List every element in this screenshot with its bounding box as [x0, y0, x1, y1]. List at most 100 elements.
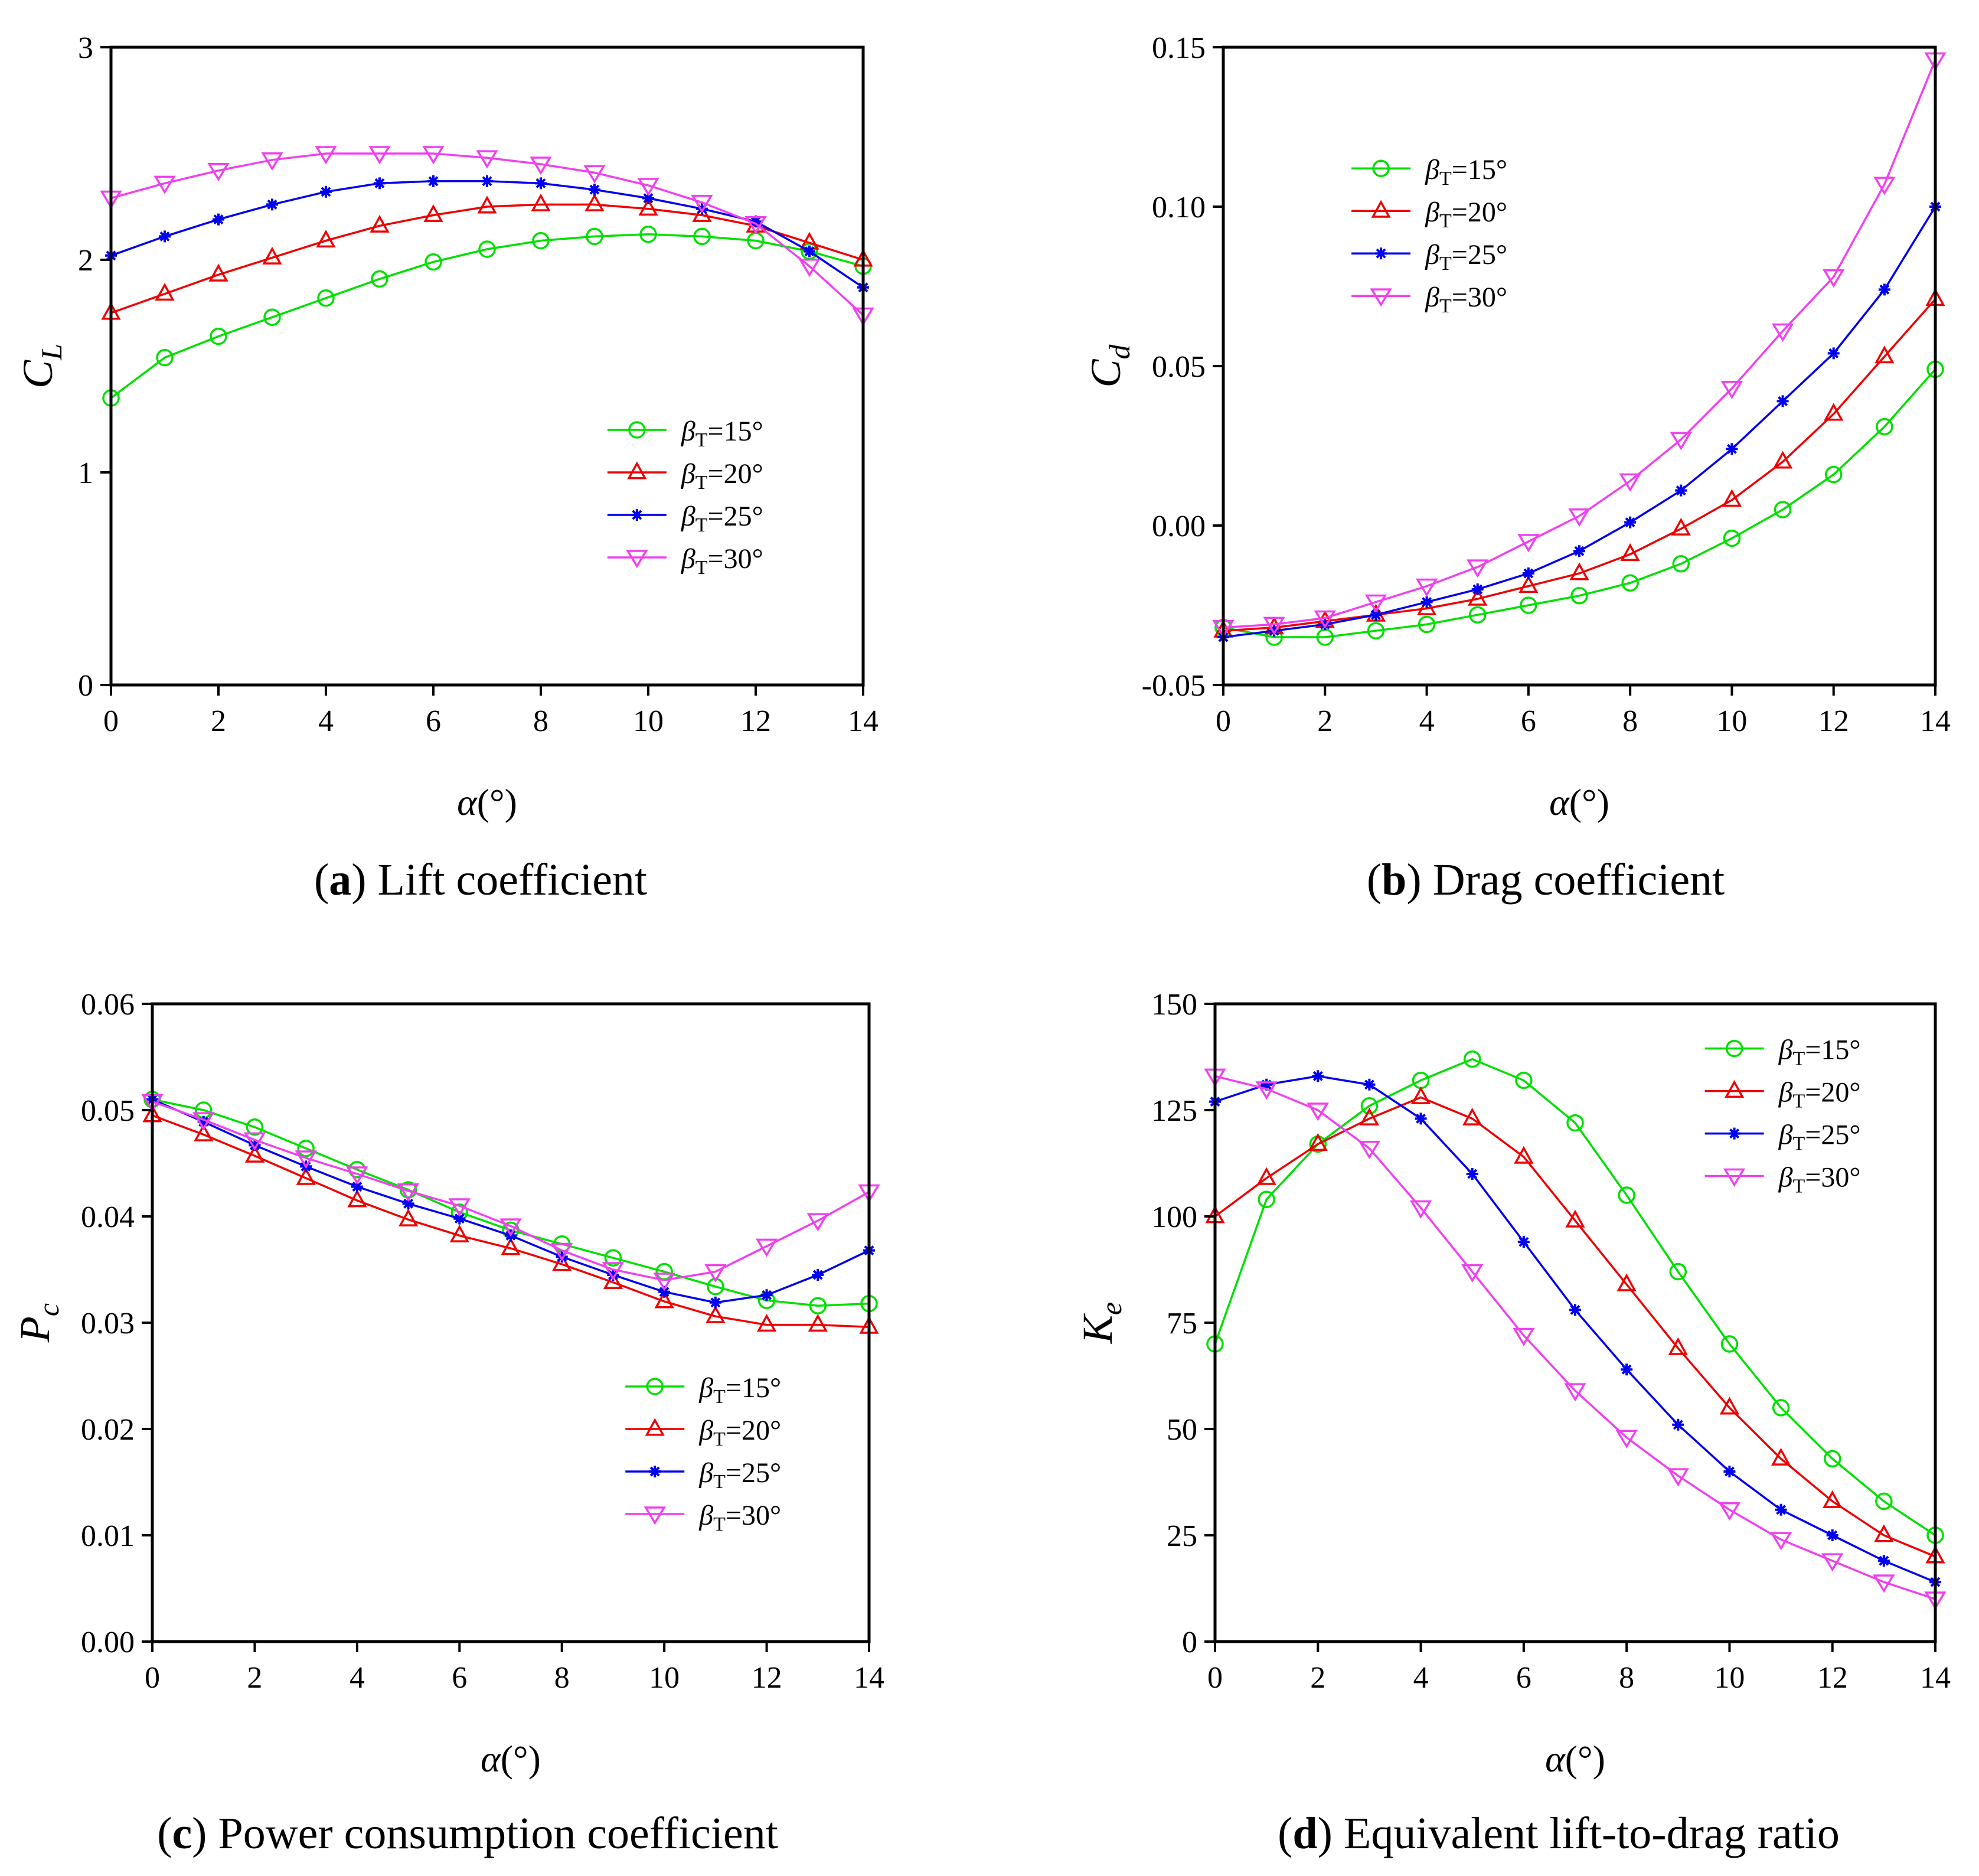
series-b-4	[1212, 52, 1947, 639]
data-point	[812, 1269, 824, 1281]
y-axis-title-part-0: C	[14, 360, 61, 389]
legend-c: βT=15° βT=20° βT=25° βT=30°	[625, 1372, 781, 1535]
series-a-3	[105, 175, 869, 293]
x-axis-title-part-1: (°)	[477, 781, 517, 823]
legend-label: βT=15°	[1778, 1035, 1861, 1070]
legend-label: βT=15°	[698, 1372, 781, 1408]
series-line	[1214, 1058, 1936, 1536]
data-point	[756, 1314, 777, 1332]
x-axis-title: α(°)	[1549, 781, 1609, 823]
data-point	[316, 230, 336, 248]
data-point	[208, 263, 228, 282]
x-tick-label-part-0: 8	[1619, 1661, 1634, 1695]
legend-label: βT=25°	[698, 1457, 781, 1493]
y-axis-title: Ke	[1074, 1302, 1128, 1344]
data-point	[1824, 403, 1844, 421]
x-tick-label: 6	[1521, 704, 1536, 738]
legend-label: βT=20°	[681, 458, 763, 494]
data-point	[263, 308, 281, 326]
data-point	[1420, 596, 1433, 608]
x-tick-label: 2	[247, 1661, 262, 1695]
series-line	[1223, 298, 1936, 632]
data-point	[1668, 1337, 1688, 1355]
data-point	[1367, 622, 1385, 640]
x-tick-label: 8	[1622, 704, 1638, 738]
x-tick-label-part-0: 4	[318, 704, 334, 738]
x-tick-label-part-0: 2	[211, 704, 226, 738]
data-point	[1463, 1050, 1481, 1068]
legend-swatch-marker	[1725, 1039, 1743, 1058]
x-tick-label-part-0: 10	[649, 1661, 680, 1695]
y-tick-label-part-0: 0.04	[81, 1200, 135, 1234]
legend-item: βT=20°	[1351, 197, 1507, 232]
data-point	[1314, 610, 1336, 629]
legend-label-part-1: T	[713, 1513, 726, 1535]
data-point	[246, 1118, 264, 1136]
x-tick-label: 8	[533, 704, 548, 738]
data-point	[1821, 1553, 1844, 1572]
panel-caption-part-1: a	[329, 855, 351, 905]
y-tick-label-part-0: 0.01	[81, 1519, 135, 1553]
series-b-2	[1213, 288, 1945, 638]
legend-label-part-2: =20°	[1805, 1077, 1860, 1108]
y-tick-label: 0.00	[1152, 510, 1206, 543]
data-point	[1565, 1209, 1585, 1228]
x-tick-label-part-0: 14	[1920, 704, 1951, 738]
y-tick-label: 0	[1182, 1626, 1197, 1659]
data-point	[1461, 1264, 1484, 1283]
legend-label-part-0: β	[698, 1500, 713, 1531]
data-point	[1670, 432, 1692, 451]
x-tick-label-part-0: 2	[247, 1661, 262, 1695]
legend-item: βT=15°	[1704, 1035, 1861, 1070]
x-tick-label-part-0: 14	[1920, 1661, 1951, 1695]
data-point	[1669, 1262, 1687, 1281]
data-point	[1619, 473, 1641, 492]
y-axis-title-part-1: L	[35, 344, 68, 361]
panel-caption-part-0: (	[1367, 855, 1382, 905]
data-point	[532, 231, 550, 250]
x-tick-label: 0	[103, 704, 119, 738]
y-tick-label: 0.03	[81, 1307, 135, 1340]
series-c-4	[141, 1094, 880, 1291]
x-tick-label-part-0: 6	[426, 704, 441, 738]
data-point	[1255, 1081, 1278, 1100]
data-point	[368, 146, 391, 165]
legend-item: βT=15°	[607, 416, 763, 451]
series-b-1	[1214, 360, 1944, 646]
y-axis-title-part-1: e	[1095, 1302, 1128, 1315]
data-point	[1772, 1399, 1790, 1417]
data-point	[424, 253, 442, 271]
data-point	[1517, 1236, 1530, 1248]
x-tick-label: 10	[1714, 1661, 1745, 1695]
data-point	[692, 204, 712, 222]
x-tick-label-part-0: 0	[1207, 1661, 1223, 1695]
data-point	[1621, 574, 1639, 592]
y-tick-label-part-0: 75	[1167, 1307, 1197, 1340]
legend-label: βT=30°	[698, 1500, 781, 1535]
data-point	[1471, 583, 1484, 595]
data-point	[210, 327, 227, 345]
data-point	[1564, 1383, 1586, 1402]
data-point	[638, 198, 658, 216]
y-axis-title-part-0: C	[1082, 359, 1129, 388]
data-point	[1675, 484, 1687, 497]
data-point	[477, 195, 497, 214]
y-tick-label: 25	[1167, 1519, 1197, 1553]
data-point	[1418, 615, 1436, 634]
legend-label-part-2: =25°	[708, 501, 763, 532]
x-tick-label: 2	[1317, 704, 1333, 738]
legend-label: βT=20°	[698, 1415, 781, 1450]
x-tick-label: 6	[452, 1661, 467, 1695]
data-point	[1415, 1112, 1427, 1125]
plot-frame	[151, 1002, 871, 1643]
x-tick-label: 2	[1310, 1661, 1325, 1695]
legend-item: βT=15°	[625, 1372, 781, 1408]
x-tick-label-part-0: 12	[740, 704, 771, 738]
panel-caption-part-2: ) Equivalent lift-to-drag ratio	[1318, 1809, 1840, 1858]
data-point	[453, 1212, 466, 1225]
data-point	[1409, 1200, 1432, 1219]
x-tick-label: 8	[554, 1661, 570, 1695]
panel-caption: (c) Power consumption coefficient	[157, 1809, 778, 1858]
y-tick-label: -0.05	[1142, 669, 1206, 703]
